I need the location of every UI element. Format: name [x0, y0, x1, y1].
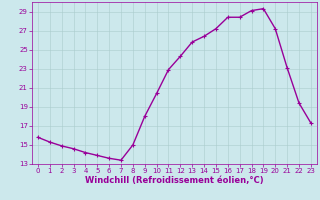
- X-axis label: Windchill (Refroidissement éolien,°C): Windchill (Refroidissement éolien,°C): [85, 176, 264, 185]
